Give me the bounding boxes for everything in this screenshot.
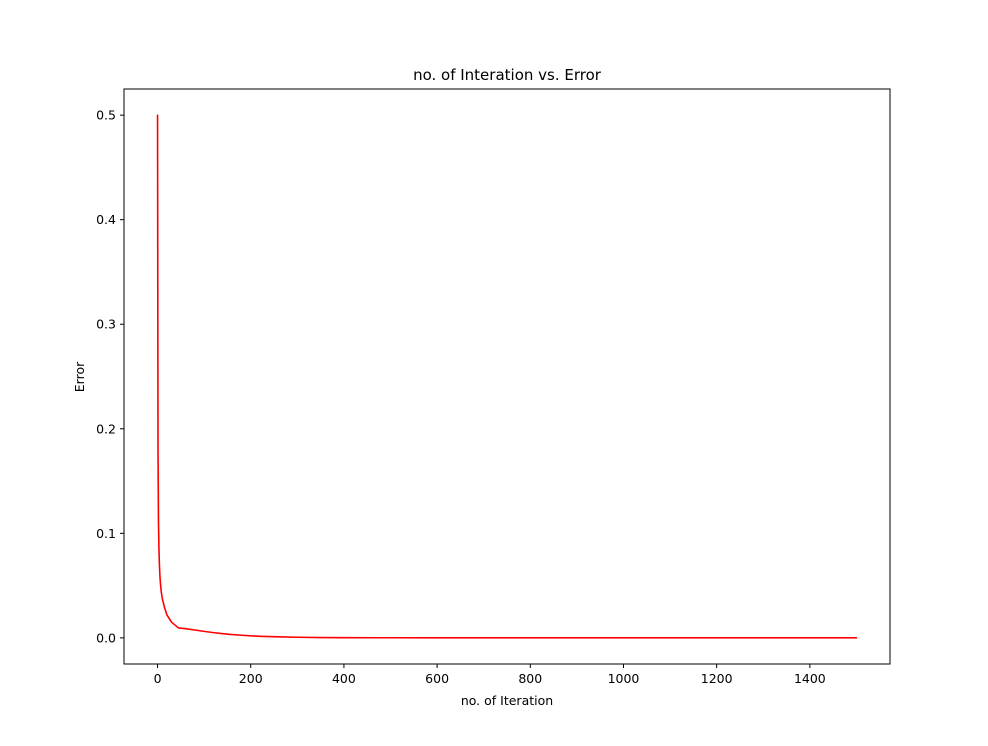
- x-tick-label: 1200: [701, 671, 733, 686]
- x-tick-label: 0: [154, 671, 162, 686]
- x-tick-label: 400: [332, 671, 356, 686]
- x-tick-label: 1000: [608, 671, 640, 686]
- series-line-0: [156, 114, 858, 639]
- y-tick-label: 0.1: [96, 526, 116, 541]
- x-tick-label: 800: [518, 671, 542, 686]
- x-tick-label: 600: [425, 671, 449, 686]
- y-axis-label: Error: [72, 361, 87, 392]
- y-tick-label: 0.4: [96, 212, 116, 227]
- chart-title: no. of Interation vs. Error: [413, 66, 602, 84]
- y-tick-label: 0.2: [96, 421, 116, 436]
- x-axis-label: no. of Iteration: [461, 693, 553, 708]
- x-tick-label: 1400: [794, 671, 826, 686]
- x-tick-label: 200: [239, 671, 263, 686]
- y-tick-label: 0.3: [96, 317, 116, 332]
- axes-frame: [123, 88, 891, 665]
- plot-area: [156, 114, 858, 639]
- y-tick-label: 0.0: [96, 630, 116, 645]
- y-axis: 0.0 0.1 0.2 0.3 0.4 0.5: [96, 108, 124, 645]
- x-axis: 0 200 400 600 800 1000 1200 1400: [154, 664, 826, 686]
- y-tick-label: 0.5: [96, 108, 116, 123]
